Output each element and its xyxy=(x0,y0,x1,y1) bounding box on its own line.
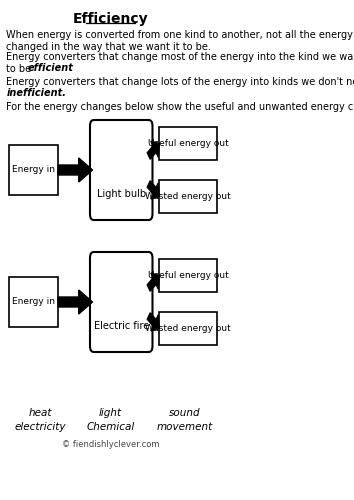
Text: Energy in: Energy in xyxy=(12,298,55,306)
Text: Useful energy out: Useful energy out xyxy=(148,271,228,280)
Text: Wasted energy out: Wasted energy out xyxy=(145,192,231,201)
Text: © fiendishlyclever.com: © fiendishlyclever.com xyxy=(62,440,159,449)
Polygon shape xyxy=(147,273,159,291)
Text: Efficiency: Efficiency xyxy=(73,12,148,26)
Polygon shape xyxy=(147,141,159,159)
FancyBboxPatch shape xyxy=(9,277,58,327)
Text: Light bulb: Light bulb xyxy=(97,189,146,199)
Text: movement: movement xyxy=(156,422,212,432)
Text: Electric fire: Electric fire xyxy=(93,321,149,331)
FancyBboxPatch shape xyxy=(159,312,217,345)
Polygon shape xyxy=(58,158,92,182)
Text: For the energy changes below show the useful and unwanted energy changes:: For the energy changes below show the us… xyxy=(6,102,354,112)
FancyBboxPatch shape xyxy=(159,259,217,292)
Text: efficient: efficient xyxy=(28,63,74,73)
Text: When energy is converted from one kind to another, not all the energy may be
cha: When energy is converted from one kind t… xyxy=(6,30,354,52)
Text: Chemical: Chemical xyxy=(86,422,135,432)
Text: Useful energy out: Useful energy out xyxy=(148,139,228,148)
FancyBboxPatch shape xyxy=(90,120,153,220)
Text: Energy converters that change lots of the energy into kinds we don't need are: Energy converters that change lots of th… xyxy=(6,77,354,98)
Text: electricity: electricity xyxy=(15,422,66,432)
FancyBboxPatch shape xyxy=(9,145,58,195)
FancyBboxPatch shape xyxy=(159,127,217,160)
Text: heat: heat xyxy=(29,408,52,418)
Text: Energy in: Energy in xyxy=(12,166,55,174)
Polygon shape xyxy=(147,181,159,199)
Text: inefficient.: inefficient. xyxy=(6,88,66,98)
Text: light: light xyxy=(99,408,122,418)
Polygon shape xyxy=(58,290,92,314)
FancyBboxPatch shape xyxy=(159,180,217,213)
Polygon shape xyxy=(147,313,159,331)
Text: sound: sound xyxy=(169,408,200,418)
FancyBboxPatch shape xyxy=(90,252,153,352)
Text: Wasted energy out: Wasted energy out xyxy=(145,324,231,333)
Text: Energy converters that change most of the energy into the kind we want are said
: Energy converters that change most of th… xyxy=(6,52,354,74)
